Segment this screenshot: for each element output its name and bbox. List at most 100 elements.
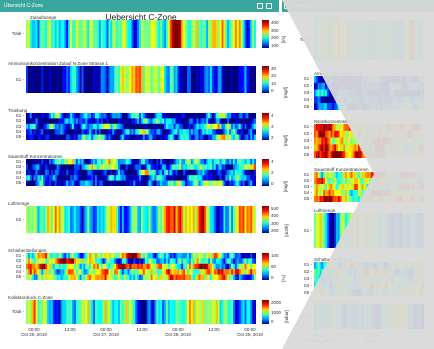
- heatmap[interactable]: [314, 304, 424, 329]
- heatmap-cell: [37, 206, 40, 233]
- colorbar: [262, 20, 269, 48]
- heatmap[interactable]: [314, 213, 424, 248]
- heatmap-cell: [402, 304, 405, 329]
- heatmap[interactable]: [26, 253, 256, 280]
- heatmap-cell: [328, 82, 331, 90]
- heatmap-cell: [321, 151, 324, 158]
- heatmap-cell: [400, 213, 403, 248]
- heatmap[interactable]: [26, 20, 256, 48]
- heatmap[interactable]: [26, 113, 256, 140]
- heatmap-cell: [236, 113, 240, 119]
- heatmap-cell: [162, 180, 165, 186]
- heatmap[interactable]: [314, 20, 424, 60]
- heatmap[interactable]: [26, 206, 256, 233]
- heatmap-cell: [87, 274, 90, 280]
- heatmap-cell: [164, 134, 167, 140]
- heatmap-cell: [196, 180, 199, 186]
- heatmap-cell: [356, 76, 359, 83]
- heatmap-cell: [326, 137, 329, 145]
- heatmap-cell: [321, 190, 324, 197]
- heatmap-cell: [77, 206, 80, 233]
- heatmap-cell: [208, 118, 211, 124]
- heatmap-cell: [358, 190, 361, 197]
- heatmap-cell: [252, 66, 255, 93]
- heatmap-cell: [374, 130, 377, 138]
- heatmap[interactable]: [314, 262, 424, 296]
- heatmap-cell: [356, 103, 359, 110]
- heatmap-cell: [365, 304, 368, 329]
- heatmap-cell: [330, 262, 333, 269]
- heatmap-cell: [52, 118, 56, 124]
- heatmap-cell: [398, 289, 401, 296]
- heatmap[interactable]: [314, 124, 424, 158]
- heatmap-cell: [171, 20, 174, 48]
- heatmap-cell: [123, 269, 126, 275]
- heatmap-cell: [87, 253, 90, 259]
- heatmap-cell: [35, 164, 38, 170]
- heatmap[interactable]: [314, 76, 424, 110]
- heatmap-cell: [396, 20, 399, 60]
- heatmap-cell: [68, 206, 71, 233]
- heatmap-cell: [129, 269, 132, 275]
- heatmap-cell: [185, 253, 188, 259]
- heatmap-cell: [326, 89, 329, 97]
- heatmap-cell: [330, 137, 333, 145]
- heatmap[interactable]: [314, 172, 424, 202]
- heatmap[interactable]: [26, 300, 256, 324]
- heatmap-cell: [185, 118, 188, 124]
- heatmap-cell: [341, 20, 344, 60]
- heatmap-cell: [133, 20, 136, 48]
- heatmap-cell: [348, 151, 351, 158]
- heatmap-cell: [171, 118, 174, 124]
- heatmap-cell: [183, 159, 186, 165]
- heatmap-cell: [81, 269, 84, 275]
- heatmap-cell: [330, 89, 333, 97]
- heatmap-cell: [418, 89, 421, 97]
- heatmap-cell: [27, 206, 31, 233]
- heatmap-cell: [125, 258, 128, 264]
- heatmap-cell: [119, 20, 123, 48]
- heatmap-cell: [26, 129, 29, 135]
- heatmap-cell: [347, 282, 350, 290]
- heatmap-cell: [409, 275, 412, 283]
- heatmap-cell: [192, 206, 195, 233]
- heatmap-cell: [164, 169, 167, 176]
- heatmap-cell: [187, 300, 190, 324]
- heatmap-cell: [387, 184, 390, 191]
- heatmap-cell: [387, 124, 390, 131]
- left-panel-settings-icon[interactable]: [257, 3, 263, 9]
- heatmap-cell: [254, 274, 256, 280]
- heatmap-cell: [403, 184, 406, 191]
- heatmap-cell: [242, 66, 245, 93]
- heatmap-cell: [183, 123, 186, 130]
- heatmap-cell: [381, 103, 384, 110]
- heatmap-cell: [95, 66, 98, 93]
- heatmap-cell: [416, 289, 419, 296]
- heatmap-cell: [348, 196, 351, 202]
- heatmap-cell: [102, 113, 105, 119]
- heatmap-cell: [190, 253, 194, 259]
- heatmap[interactable]: [26, 66, 256, 93]
- heatmap-cell: [165, 175, 169, 181]
- heatmap-cell: [100, 129, 103, 135]
- heatmap-cell: [326, 76, 329, 83]
- heatmap-cell: [100, 269, 103, 275]
- heatmap-cell: [135, 159, 138, 165]
- heatmap-cell: [96, 20, 100, 48]
- heatmap-cell: [75, 274, 79, 280]
- heatmap-cell: [137, 113, 140, 119]
- heatmap-cell: [125, 175, 128, 181]
- heatmap-cell: [87, 269, 90, 275]
- heatmap-cell: [52, 159, 56, 165]
- right-panel-settings-icon[interactable]: [284, 3, 290, 9]
- heatmap-cell: [206, 206, 209, 233]
- left-panel-close-icon[interactable]: [266, 3, 272, 9]
- heatmap-cell: [35, 123, 38, 130]
- heatmap-cell: [323, 124, 326, 131]
- heatmap-cell: [60, 253, 63, 259]
- heatmap[interactable]: [26, 159, 256, 186]
- heatmap-cell: [321, 76, 324, 83]
- heatmap-cell: [345, 304, 348, 329]
- heatmap-cell: [91, 258, 94, 264]
- heatmap-cell: [234, 20, 238, 48]
